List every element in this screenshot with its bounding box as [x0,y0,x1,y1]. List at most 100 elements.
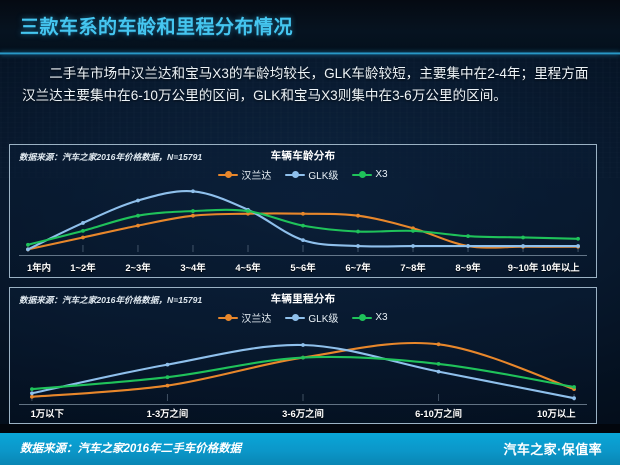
series-line-汉兰达 [28,213,578,249]
slide-header: 三款车系的车龄和里程分布情况 [0,0,620,52]
series-point [521,244,525,248]
legend-swatch-line-icon [352,314,373,321]
chart2-axis-line [19,404,587,405]
chart1-source-note: 数据来源：汽车之家2016年价格数据，N=15791 [19,152,203,162]
x-tick-label: 5~6年 [290,262,316,273]
legend-swatch-line-icon [218,314,239,321]
series-point [30,394,34,399]
series-point [165,383,170,388]
x-tick-label: 9~10年 [507,262,539,273]
series-point [191,209,195,213]
series-point [576,236,580,241]
series-point [301,211,305,216]
chart-panel-mileage: 数据来源：汽车之家2016年价格数据，N=15791 车辆里程分布 汉兰达 GL… [9,287,597,424]
series-point [436,369,441,374]
x-tick-label: 4~5年 [235,262,261,273]
footer-gap [0,424,620,433]
series-point [356,229,360,234]
series-point [411,228,415,233]
footer-brand: 汽车之家·保值率 [503,442,602,457]
legend-item-hanlanda[interactable]: 汉兰达 [218,167,271,182]
x-tick-label: 10年以上 [541,262,580,273]
legend-swatch-line-icon [218,171,239,178]
series-point [136,223,140,228]
legend-item-x3[interactable]: X3 [352,169,388,180]
chart2-plot-area [10,328,596,404]
series-point [301,223,305,228]
series-point [572,385,576,389]
x-tick-label: 8~9年 [455,262,481,273]
chart2-title: 车辆里程分布 [270,293,336,305]
slide-footer: 数据来源：汽车之家2016年二手车价格数据 汽车之家·保值率 [0,433,620,465]
series-point [301,238,305,243]
series-point [572,396,576,401]
series-point [521,235,525,240]
legend-item-hanlanda[interactable]: 汉兰达 [218,310,271,325]
legend-label: 汉兰达 [241,171,272,182]
legend-label: GLK级 [308,314,339,325]
chart2-source-note: 数据来源：汽车之家2016年价格数据，N=15791 [19,295,203,305]
series-point [136,198,140,203]
chart1-legend: 汉兰达 GLK级 X3 [10,167,596,182]
series-point [191,213,195,218]
x-tick-label: 1年内 [26,262,51,273]
x-tick-label: 6-10万之间 [415,408,462,419]
page-title: 三款车系的车龄和里程分布情况 [20,17,294,38]
chart2-x-axis: 1万以下 1-3万之间 3-6万之间 6-10万之间 10万以上 [10,405,596,421]
series-point [246,211,250,216]
chart2-legend: 汉兰达 GLK级 X3 [10,310,596,325]
series-point [466,244,470,248]
series-point [436,362,441,366]
series-point [301,355,305,360]
series-point [301,343,305,347]
series-point [576,244,580,248]
footer-source: 数据来源：汽车之家2016年二手车价格数据 [20,443,242,455]
x-tick-label: 3-6万之间 [282,408,324,419]
series-point [165,375,170,380]
chart-panel-age: 数据来源：汽车之家2016年价格数据，N=15791 车辆车龄分布 汉兰达 GL… [9,144,597,278]
legend-swatch-line-icon [285,171,306,178]
series-point [30,391,34,396]
series-point [81,221,85,225]
header-divider [0,52,620,55]
legend-label: 汉兰达 [241,314,272,325]
x-tick-label: 1万以下 [30,408,64,419]
series-point [165,362,170,367]
x-tick-label: 7~8年 [400,262,426,273]
series-point [191,189,195,194]
chart1-axis-line [19,255,587,256]
chart1-plot-area [10,183,596,255]
x-tick-label: 10万以上 [537,408,576,419]
x-tick-label: 1-3万之间 [146,408,189,419]
legend-item-glk[interactable]: GLK级 [285,310,338,325]
series-point [411,226,415,231]
series-point [26,242,30,247]
x-tick-label: 1~2年 [70,262,96,273]
series-point [466,234,470,239]
series-point [26,247,30,252]
series-point [411,244,415,248]
x-tick-label: 6~7年 [345,262,371,273]
legend-item-x3[interactable]: X3 [352,312,388,323]
series-point [436,342,441,347]
legend-item-glk[interactable]: GLK级 [285,167,338,182]
legend-swatch-line-icon [285,314,306,321]
legend-label: X3 [375,169,388,180]
series-point [81,235,85,240]
x-tick-label: 2~3年 [125,262,151,273]
legend-label: X3 [375,312,388,323]
chart1-x-axis: 1年内 1~2年 2~3年 3~4年 4~5年 5~6年 6~7年 7~8年 8~9年 9~10年… [10,259,596,275]
summary-paragraph: 二手车市场中汉兰达和宝马X3的车龄均较长，GLK车龄较短，主要集中在2-4年；里… [22,66,589,103]
legend-label: GLK级 [308,171,339,182]
series-point [136,213,140,218]
legend-swatch-line-icon [352,171,373,178]
series-point [356,213,360,218]
series-point [246,209,250,213]
series-point [30,387,34,391]
series-point [356,244,360,248]
chart1-title: 车辆车龄分布 [270,150,336,162]
series-point [81,228,85,233]
series-line-X3 [32,357,574,389]
x-tick-label: 3~4年 [180,262,206,273]
